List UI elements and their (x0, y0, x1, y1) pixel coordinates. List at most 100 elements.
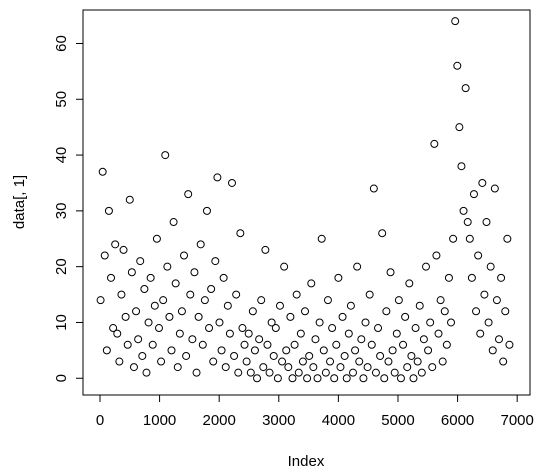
point (480, 290, 489, 299)
point (134, 335, 143, 344)
x-tick-label: 5000 (381, 412, 414, 429)
point (292, 290, 301, 299)
point (215, 318, 224, 327)
point (472, 307, 481, 316)
point (169, 218, 178, 227)
point (194, 312, 203, 321)
point (478, 178, 487, 187)
point (319, 346, 328, 355)
point (157, 357, 166, 366)
point (474, 251, 483, 260)
point (451, 17, 460, 26)
point (390, 368, 399, 377)
point (290, 340, 299, 349)
point (167, 346, 176, 355)
point (121, 312, 130, 321)
point (301, 307, 310, 316)
point (280, 262, 289, 271)
point (255, 335, 264, 344)
point (465, 234, 474, 243)
point (265, 368, 274, 377)
y-tick-label: 60 (53, 35, 70, 52)
point (440, 307, 449, 316)
point (313, 374, 322, 383)
point (436, 296, 445, 305)
x-tick-label: 1000 (143, 412, 176, 429)
point (242, 357, 251, 366)
point (344, 329, 353, 338)
point (388, 346, 397, 355)
point (447, 318, 456, 327)
point (171, 279, 180, 288)
point (374, 324, 383, 333)
point (184, 190, 193, 199)
point (321, 368, 330, 377)
point (225, 329, 234, 338)
point (426, 318, 435, 327)
x-tick-label: 2000 (202, 412, 235, 429)
y-axis-label: data[, 1] (11, 175, 28, 229)
point (282, 346, 291, 355)
point (209, 357, 218, 366)
point (486, 262, 495, 271)
point (469, 190, 478, 199)
point (378, 229, 387, 238)
point (288, 374, 297, 383)
point (275, 301, 284, 310)
point (248, 307, 257, 316)
point (305, 351, 314, 360)
plot-box (82, 9, 531, 396)
point (152, 234, 161, 243)
point (428, 363, 437, 372)
point (177, 307, 186, 316)
point (223, 301, 232, 310)
point (107, 273, 116, 282)
point (380, 374, 389, 383)
point (244, 329, 253, 338)
point (369, 184, 378, 193)
point (163, 262, 172, 271)
point (434, 329, 443, 338)
point (307, 279, 316, 288)
point (315, 318, 324, 327)
point (355, 357, 364, 366)
point (424, 346, 433, 355)
point (411, 324, 420, 333)
point (140, 284, 149, 293)
x-tick-label: 4000 (322, 412, 355, 429)
point (200, 296, 209, 305)
point (240, 340, 249, 349)
point (113, 329, 122, 338)
point (442, 340, 451, 349)
point (376, 351, 385, 360)
point (330, 374, 339, 383)
point (267, 318, 276, 327)
point (111, 240, 120, 249)
point (455, 123, 464, 132)
point (180, 251, 189, 260)
point (484, 318, 493, 327)
point (351, 346, 360, 355)
point (250, 346, 259, 355)
x-tick-label: 0 (96, 412, 104, 429)
point (501, 307, 510, 316)
point (192, 368, 201, 377)
x-tick-label: 6000 (441, 412, 474, 429)
point (278, 357, 287, 366)
point (207, 284, 216, 293)
point (273, 374, 282, 383)
point (150, 301, 159, 310)
point (338, 312, 347, 321)
point (371, 368, 380, 377)
point (365, 290, 374, 299)
point (271, 324, 280, 333)
point (198, 340, 207, 349)
point (499, 357, 508, 366)
point (115, 357, 124, 366)
point (119, 245, 128, 254)
point (417, 368, 426, 377)
y-tick-label: 0 (53, 374, 70, 382)
point (392, 329, 401, 338)
point (138, 351, 147, 360)
